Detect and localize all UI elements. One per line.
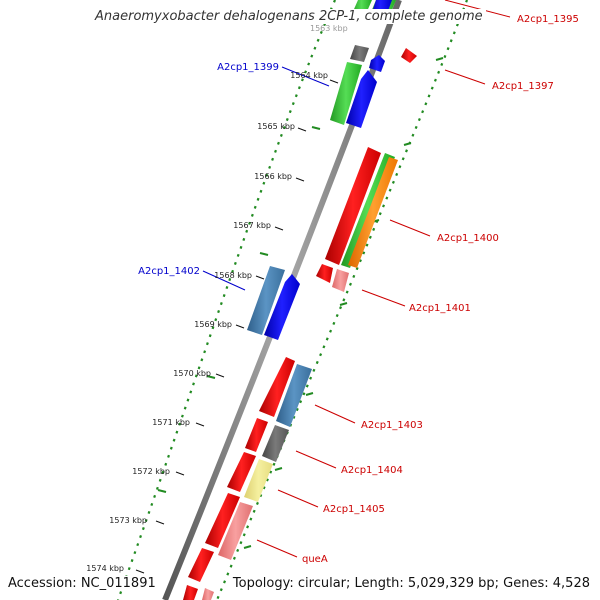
gene-label-a2cp1-1400[interactable]: A2cp1_1400 [437,233,499,244]
connector-a2cp1-1401 [361,289,406,307]
cds-a2cp1-1397[interactable] [401,48,417,63]
scale-label: 1566 kbp [254,172,292,181]
accession-label: Accession: NC_011891 [6,576,158,591]
cds-a2cp1-1399-blue[interactable] [346,70,377,128]
cds-a2cp1-1403-steel[interactable] [276,364,312,427]
gene-label-a2cp1-1403[interactable]: A2cp1_1403 [361,420,423,431]
scale-tick [175,471,185,476]
gene-label-a2cp1-1401[interactable]: A2cp1_1401 [409,303,471,314]
gene-label-a2cp1-1395[interactable]: A2cp1_1395 [517,14,579,25]
gene-label-a2cp1-1397[interactable]: A2cp1_1397 [492,81,554,92]
cds-a2cp1-1402-steel[interactable] [247,266,285,335]
connector-a2cp1-1405 [277,489,319,508]
scale-tick [195,422,205,427]
cds-pink-bottom[interactable] [202,588,214,600]
scale-label: 1574 kbp [86,564,124,573]
gc-tick [435,57,444,61]
scale-label: 1569 kbp [194,320,232,329]
cds-a2cp1-1405-red[interactable] [227,452,256,492]
cds-a2cp1-1400-red[interactable] [325,147,381,265]
scale-label: 1570 kbp [173,369,211,378]
gc-tick [305,392,314,396]
cds-a2cp1-1404-gray[interactable] [262,425,289,462]
scale-label: 1565 kbp [257,122,295,131]
scale-label: 1573 kbp [109,516,147,525]
scale-tick [235,324,245,329]
cds-quea-red[interactable] [205,493,240,548]
cds-blue-1399a[interactable] [369,55,385,72]
scale-tick [297,127,307,132]
gene-label-a2cp1-1405[interactable]: A2cp1_1405 [323,504,385,515]
connector-a2cp1-1400 [389,219,431,237]
cds-a2cp1-1399-green[interactable] [330,62,362,125]
gc-tick [243,545,252,549]
gc-dotted-track-inner [116,0,337,600]
scale-tick [295,177,305,182]
gc-tick [206,375,216,379]
cds-a2cp1-1401-red[interactable] [316,264,333,283]
cds-a2cp1-1401-pink[interactable] [332,269,349,292]
scale-label: 1571 kbp [152,418,190,427]
gene-label-a2cp1-1399[interactable]: A2cp1_1399 [217,62,279,73]
scale-tick [255,275,265,280]
cds-a2cp1-1403-red[interactable] [259,357,295,417]
cds-a2cp1-1400-orange[interactable] [348,157,398,268]
scale-tick [274,226,284,231]
gc-tick [403,142,412,146]
scale-tick [329,79,339,84]
cds-a2cp1-1404-red[interactable] [245,418,268,452]
map-title: Anaeromyxobacter dehalogenans 2CP-1, com… [92,9,486,24]
cds-a2cp1-1402-blue[interactable] [264,274,300,340]
cds-red-bottom-1[interactable] [188,548,214,582]
connector-a2cp1-1399 [281,66,330,87]
genome-summary-label: Topology: circular; Length: 5,029,329 bp… [230,576,592,591]
gc-tick [339,302,348,306]
scale-tick [155,520,165,525]
gc-tick [274,467,283,471]
gene-label-a2cp1-1402[interactable]: A2cp1_1402 [138,266,200,277]
forward-strand-features [183,0,417,600]
scale-label: 1564 kbp [290,71,328,80]
gc-tick [311,126,321,130]
connector-a2cp1-1402 [202,270,246,291]
cds-red-bottom-2[interactable] [183,585,198,600]
connector-a2cp1-1403 [314,404,356,424]
cds-quea-pink[interactable] [218,502,253,560]
scale-label: 1568 kbp [214,271,252,280]
scale-label-partial: 1563 kbp [310,24,348,33]
scale-tick [135,569,145,574]
connector-quea [256,539,298,558]
scale-label: 1567 kbp [233,221,271,230]
connector-a2cp1-1404 [295,450,337,469]
gc-tick [157,489,167,493]
gene-label-a2cp1-1404[interactable]: A2cp1_1404 [341,465,403,476]
cds-gray-top[interactable] [350,45,369,62]
gc-tick [259,252,269,256]
connector-a2cp1-1397 [444,69,486,85]
cds-a2cp1-1405-khaki[interactable] [244,459,273,502]
gene-label-quea[interactable]: queA [302,554,328,565]
connector-a2cp1-1395 [444,0,511,18]
scale-tick [215,373,225,378]
scale-label: 1572 kbp [132,467,170,476]
